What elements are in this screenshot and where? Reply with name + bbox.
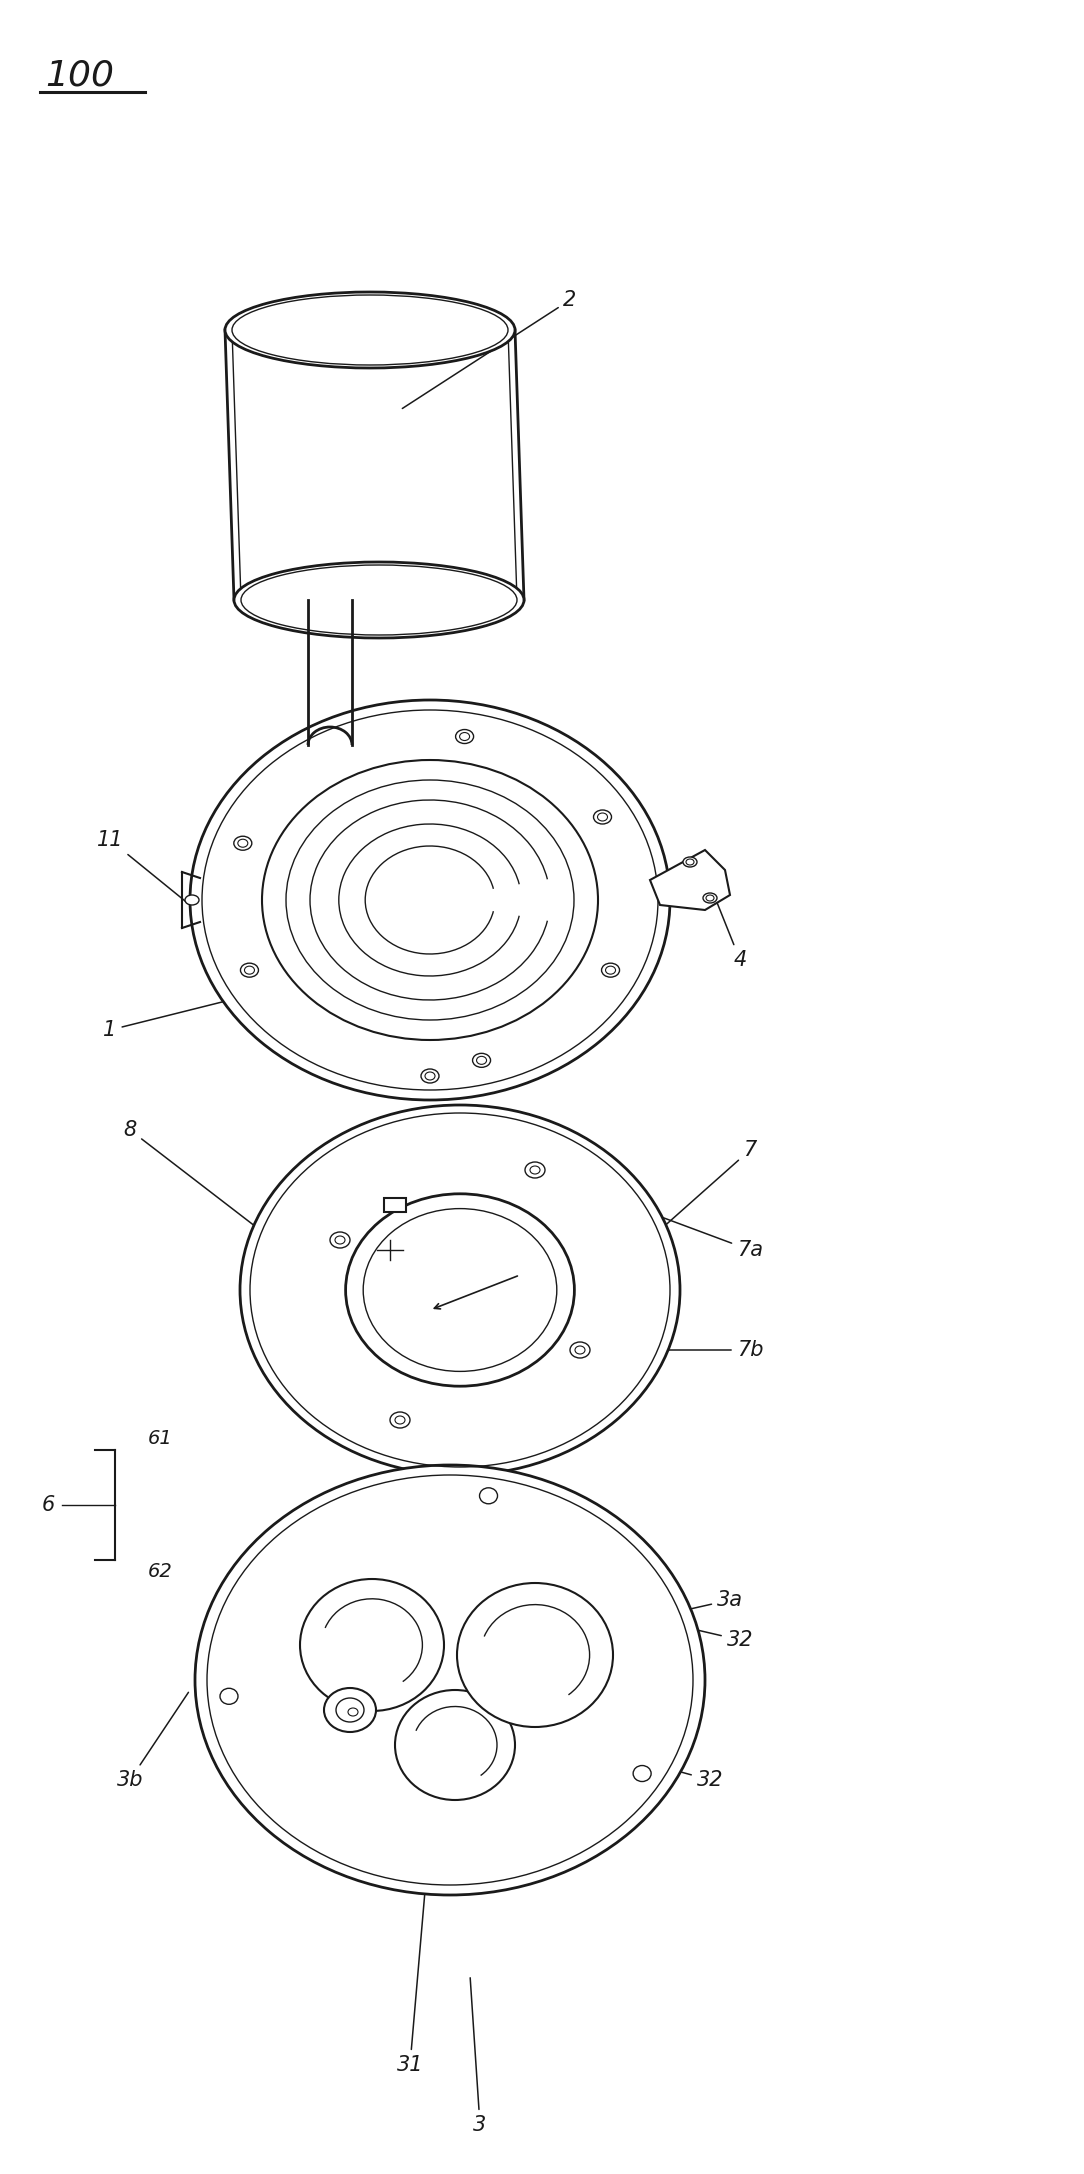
- Text: 61: 61: [149, 1428, 172, 1448]
- Text: 1: 1: [103, 980, 307, 1039]
- Ellipse shape: [300, 1578, 444, 1711]
- Ellipse shape: [594, 811, 611, 824]
- Ellipse shape: [324, 1687, 376, 1733]
- Ellipse shape: [346, 1194, 575, 1387]
- Ellipse shape: [330, 1233, 350, 1248]
- Ellipse shape: [390, 1411, 410, 1428]
- Text: 11: 11: [96, 830, 188, 902]
- Ellipse shape: [195, 1465, 705, 1896]
- Text: 6: 6: [41, 1496, 54, 1515]
- Text: 8: 8: [124, 1120, 258, 1228]
- Text: 3a: 3a: [578, 1589, 743, 1635]
- Text: 7b: 7b: [583, 1339, 763, 1361]
- Text: 7a: 7a: [538, 1172, 763, 1261]
- Ellipse shape: [225, 291, 515, 367]
- Ellipse shape: [570, 1341, 590, 1359]
- Ellipse shape: [683, 857, 697, 867]
- Text: 7: 7: [662, 1139, 757, 1228]
- Ellipse shape: [633, 1765, 651, 1781]
- Ellipse shape: [220, 1689, 238, 1704]
- Ellipse shape: [525, 1161, 545, 1178]
- Polygon shape: [650, 850, 730, 911]
- Ellipse shape: [190, 700, 670, 1100]
- Ellipse shape: [602, 963, 620, 976]
- Text: 31: 31: [397, 1778, 435, 2074]
- Ellipse shape: [704, 894, 717, 902]
- Ellipse shape: [473, 1054, 491, 1067]
- Text: 3b: 3b: [117, 1691, 189, 1789]
- Ellipse shape: [457, 1583, 612, 1726]
- Ellipse shape: [241, 963, 258, 976]
- Text: 62: 62: [149, 1561, 172, 1580]
- Bar: [384, 1198, 406, 1211]
- Text: 3: 3: [470, 1978, 487, 2135]
- Text: 32: 32: [513, 1726, 723, 1789]
- Ellipse shape: [234, 837, 251, 850]
- Ellipse shape: [185, 896, 199, 904]
- Text: 32: 32: [528, 1591, 753, 1650]
- Text: 2: 2: [402, 289, 577, 409]
- Text: 100: 100: [46, 59, 114, 91]
- Ellipse shape: [240, 1104, 680, 1474]
- Ellipse shape: [479, 1487, 498, 1504]
- Ellipse shape: [234, 563, 524, 637]
- Ellipse shape: [395, 1689, 515, 1800]
- Ellipse shape: [455, 730, 474, 744]
- Ellipse shape: [421, 1070, 439, 1083]
- Text: 4: 4: [711, 887, 747, 970]
